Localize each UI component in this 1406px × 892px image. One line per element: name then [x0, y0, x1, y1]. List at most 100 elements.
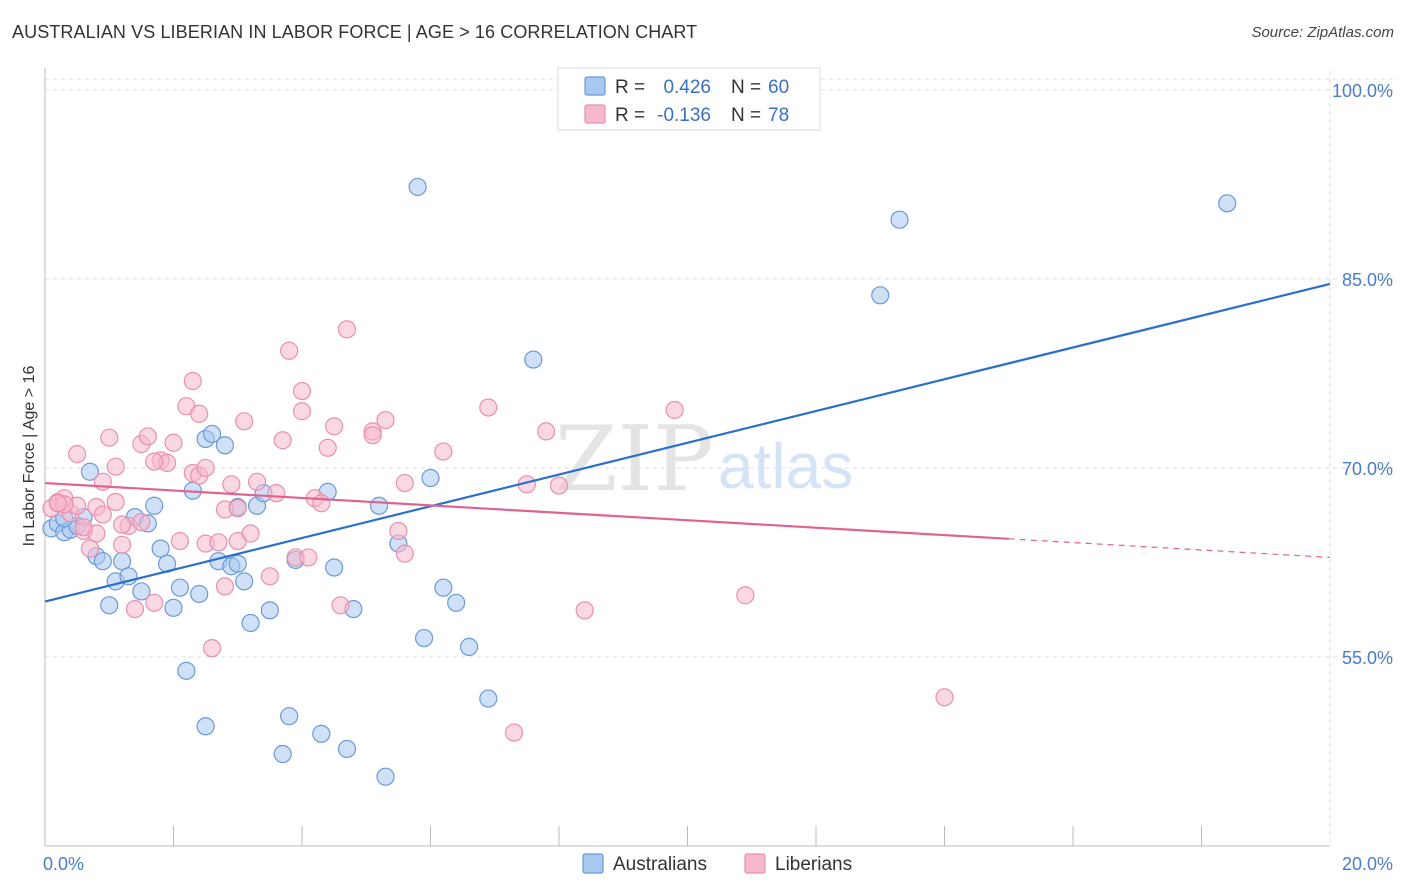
- blue-point: [325, 558, 344, 577]
- pink-point: [331, 596, 350, 615]
- pink-point: [389, 521, 408, 541]
- bottom-legend: Australians Liberians: [582, 853, 852, 875]
- bottom-legend-label: Australians: [613, 854, 707, 875]
- blue-point: [132, 582, 151, 601]
- axes: [44, 68, 1330, 847]
- legend: R = 0.426 N = 60 R = -0.136 N = 78: [557, 67, 821, 131]
- x-tick-label: 20.0%: [1342, 854, 1393, 874]
- watermark-atlas: atlas: [718, 430, 853, 502]
- pink-point: [395, 473, 414, 493]
- bottom-legend-label: Liberians: [775, 854, 852, 875]
- pink-point: [164, 433, 183, 452]
- y-tick-label: 85.0%: [1342, 270, 1393, 290]
- blue-point: [228, 554, 247, 573]
- pink-point: [260, 567, 279, 586]
- blue-point: [273, 744, 292, 764]
- pink-point: [48, 494, 67, 513]
- legend-n-label: N =: [731, 105, 761, 126]
- blue-point: [260, 601, 279, 620]
- blue-point: [151, 539, 170, 558]
- blue-point: [434, 578, 453, 597]
- pink-point: [549, 476, 569, 495]
- legend-n-label: N =: [731, 77, 761, 98]
- pink-point: [318, 438, 337, 457]
- legend-r-label: R =: [615, 105, 645, 126]
- pink-point: [145, 593, 164, 612]
- pink-point: [170, 531, 190, 551]
- pink-point: [112, 515, 132, 534]
- pink-legend-swatch: [584, 104, 606, 124]
- blue-point: [408, 177, 427, 197]
- blue-point: [459, 637, 479, 656]
- pink-point: [145, 452, 164, 471]
- pink-point: [183, 371, 202, 391]
- pink-point: [215, 577, 234, 596]
- pink-point: [100, 428, 119, 447]
- y-tick-label: 55.0%: [1342, 648, 1393, 668]
- pink-point: [292, 381, 312, 401]
- pink-point: [299, 548, 318, 567]
- legend-r-value: 0.426: [663, 77, 711, 98]
- legend-n-value: 78: [768, 105, 789, 126]
- blue-point: [215, 436, 234, 455]
- pink-point: [376, 410, 395, 430]
- blue-point: [190, 584, 209, 604]
- blue-point: [890, 210, 909, 229]
- pink-point: [125, 599, 145, 619]
- pink-bottom-legend-swatch: [744, 853, 766, 874]
- pink-point: [479, 398, 498, 417]
- pink-point: [363, 426, 382, 445]
- blue-point: [414, 628, 434, 648]
- pink-point: [196, 458, 215, 478]
- pink-point: [280, 341, 299, 360]
- blue-point: [312, 724, 331, 743]
- blue-bottom-legend-swatch: [582, 853, 604, 874]
- blue-point: [421, 468, 440, 488]
- pink-point: [537, 422, 556, 441]
- blue-point: [145, 496, 164, 515]
- blue-point: [280, 707, 299, 726]
- watermark: ZIP atlas: [555, 407, 853, 512]
- pink-point: [273, 431, 292, 450]
- pink-point: [434, 442, 453, 461]
- legend-r-label: R =: [615, 77, 645, 98]
- legend-r-value: -0.136: [657, 105, 711, 126]
- pink-point: [241, 524, 260, 543]
- y-axis-label: In Labor Force | Age > 16: [21, 366, 38, 547]
- blue-trend-line: [44, 282, 1331, 603]
- pink-point: [209, 533, 228, 552]
- pink-point: [112, 535, 132, 554]
- pink-point: [935, 688, 954, 707]
- blue-point: [80, 462, 100, 481]
- blue-point: [1218, 194, 1237, 213]
- blue-point: [93, 552, 112, 571]
- pink-trend-line: [44, 481, 1009, 540]
- trend-lines: [44, 282, 1331, 603]
- pink-point: [247, 472, 267, 491]
- blue-point: [164, 598, 183, 617]
- pink-point: [665, 400, 684, 420]
- pink-trend-line-dashed: [1008, 538, 1331, 559]
- pink-point: [736, 586, 755, 605]
- blue-point: [112, 552, 132, 571]
- blue-point: [241, 613, 260, 633]
- blue-point: [871, 286, 890, 305]
- pink-point: [138, 427, 157, 446]
- pink-point: [312, 494, 331, 513]
- pink-point: [106, 492, 125, 512]
- legend-n-value: 60: [768, 77, 789, 98]
- blue-point: [235, 572, 254, 591]
- blue-point: [100, 596, 119, 615]
- pink-point: [292, 402, 312, 421]
- pink-point: [80, 539, 100, 558]
- chart-title: AUSTRALIAN VS LIBERIAN IN LABOR FORCE | …: [12, 22, 698, 42]
- pink-point: [190, 404, 209, 423]
- blue-point: [337, 739, 357, 759]
- blue-point: [376, 767, 395, 786]
- pink-point: [267, 484, 286, 503]
- pink-point: [68, 444, 87, 464]
- pink-point: [575, 601, 594, 620]
- pink-point: [74, 518, 93, 537]
- blue-point: [447, 593, 466, 612]
